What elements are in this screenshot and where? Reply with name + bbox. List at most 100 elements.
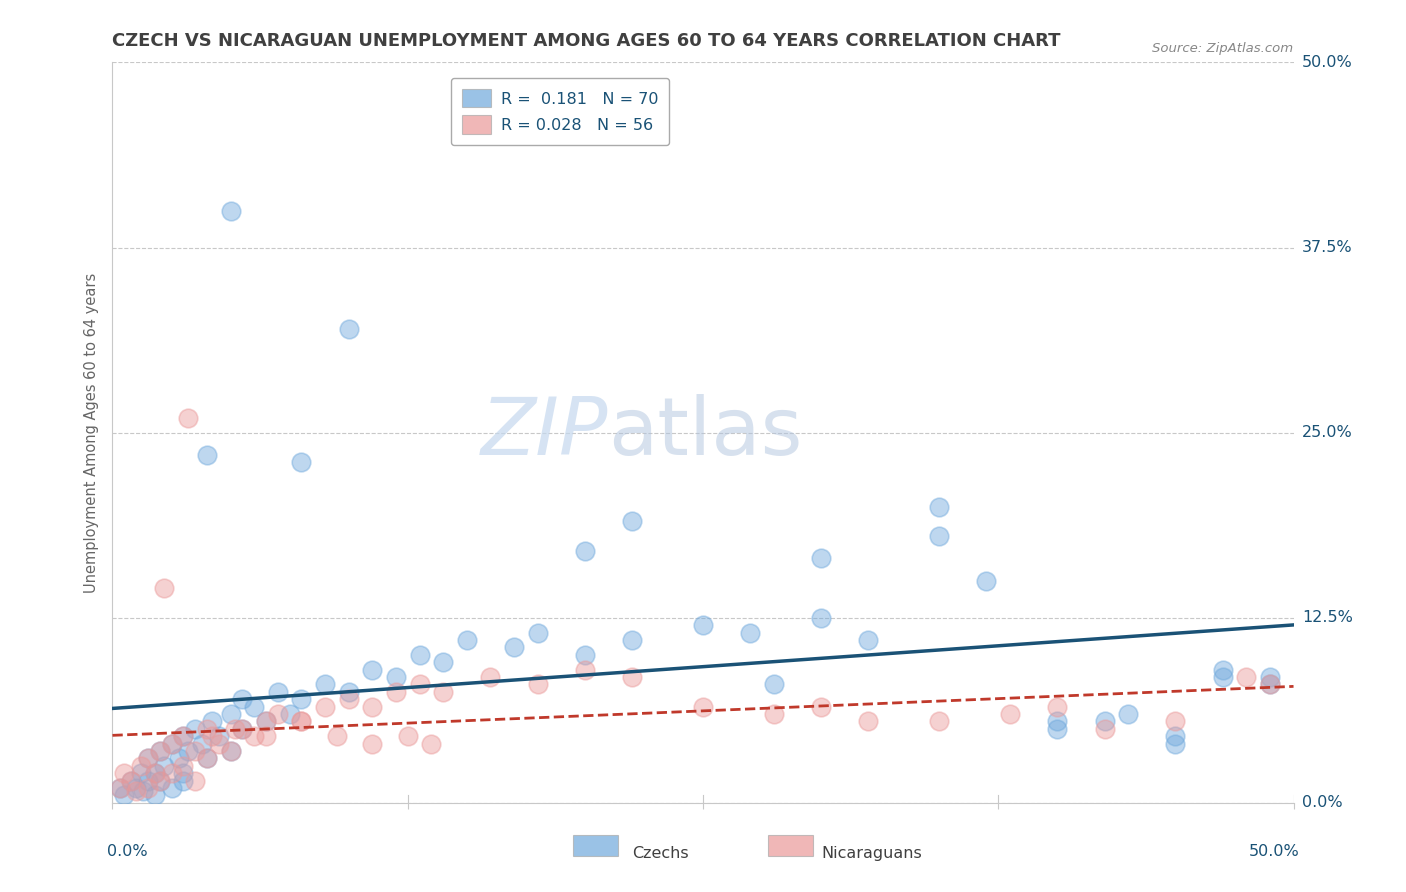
Point [1258,670,1281,684]
Legend: R =  0.181   N = 70, R = 0.028   N = 56: R = 0.181 N = 70, R = 0.028 N = 56 [451,78,669,145]
Text: Czechs: Czechs [633,846,689,861]
Point [160,737,183,751]
Point [740,625,762,640]
Point [129,766,152,780]
Text: 50.0%: 50.0% [1302,55,1353,70]
Point [479,670,502,684]
Point [858,632,880,647]
Point [1094,714,1116,729]
Point [112,789,135,803]
Point [219,744,242,758]
Point [1116,706,1139,721]
Point [762,677,785,691]
Point [810,551,832,566]
Point [143,789,166,803]
Point [314,699,336,714]
Point [314,677,336,691]
Point [408,677,430,691]
Point [153,758,176,772]
Point [526,625,548,640]
Point [1164,729,1187,743]
Point [219,203,242,218]
Point [1212,663,1234,677]
Point [177,744,200,758]
Point [337,322,360,336]
Point [267,685,290,699]
Point [120,773,142,788]
Point [112,766,135,780]
Text: ZIP: ZIP [481,393,609,472]
Point [621,515,644,529]
Point [692,618,714,632]
Point [132,784,155,798]
Point [160,780,183,795]
Point [191,737,214,751]
Point [574,544,596,558]
Point [172,758,194,772]
Point [692,699,714,714]
Point [1258,677,1281,691]
Point [201,714,224,729]
Point [1046,722,1069,736]
Point [361,699,384,714]
Point [408,648,430,662]
Point [337,685,360,699]
Point [125,780,148,795]
FancyBboxPatch shape [574,836,619,856]
Point [762,706,785,721]
Point [858,714,880,729]
Point [195,751,218,765]
Point [326,729,349,743]
Point [361,737,384,751]
Point [1212,670,1234,684]
Point [172,766,194,780]
Point [254,729,277,743]
Point [136,751,159,765]
Text: Nicaraguans: Nicaraguans [821,846,922,861]
Text: atlas: atlas [609,393,803,472]
Text: 0.0%: 0.0% [1302,796,1343,810]
Point [177,410,200,425]
Point [1094,722,1116,736]
Point [290,714,312,729]
Point [385,685,408,699]
Point [243,729,266,743]
Point [928,529,950,543]
Point [149,744,172,758]
FancyBboxPatch shape [768,836,813,856]
Point [396,729,419,743]
Point [1234,670,1257,684]
Point [108,780,131,795]
Point [231,692,253,706]
Point [361,663,384,677]
Point [195,448,218,462]
Point [267,706,290,721]
Point [153,581,176,595]
Point [167,751,190,765]
Point [574,648,596,662]
Point [1046,714,1069,729]
Point [149,773,172,788]
Text: 25.0%: 25.0% [1302,425,1353,440]
Point [231,722,253,736]
Point [976,574,998,588]
Point [208,737,231,751]
Point [456,632,478,647]
Text: CZECH VS NICARAGUAN UNEMPLOYMENT AMONG AGES 60 TO 64 YEARS CORRELATION CHART: CZECH VS NICARAGUAN UNEMPLOYMENT AMONG A… [112,32,1062,50]
Point [1164,737,1187,751]
Point [432,655,454,669]
Point [172,729,194,743]
Point [432,685,454,699]
Point [1258,677,1281,691]
Point [219,706,242,721]
Text: 50.0%: 50.0% [1249,844,1299,858]
Point [208,729,231,743]
Point [136,773,159,788]
Point [136,780,159,795]
Point [385,670,408,684]
Point [184,722,207,736]
Text: 12.5%: 12.5% [1302,610,1353,625]
Point [998,706,1021,721]
Point [278,706,301,721]
Point [243,699,266,714]
